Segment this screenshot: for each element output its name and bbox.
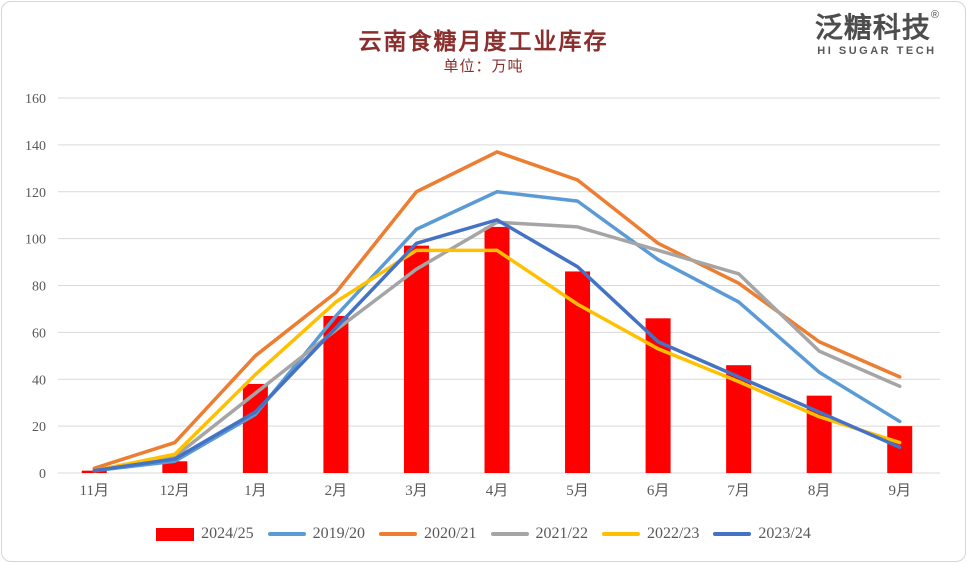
legend-item-2024/25: 2024/25 xyxy=(156,525,254,543)
y-tick-label: 20 xyxy=(32,420,46,435)
x-axis-label: 6月 xyxy=(647,483,670,499)
bar-2024/25 xyxy=(565,271,591,473)
legend-line-swatch-2019/20 xyxy=(267,532,306,536)
x-axis-label: 1月 xyxy=(244,483,267,499)
legend-line-swatch-2023/24 xyxy=(713,532,752,536)
bar-2024/25 xyxy=(323,315,349,473)
x-axis-label: 7月 xyxy=(727,483,750,499)
y-tick-label: 0 xyxy=(39,467,46,482)
x-axis-label: 4月 xyxy=(486,483,509,499)
legend-item-2022/23: 2022/23 xyxy=(601,525,700,543)
y-tick-label: 100 xyxy=(25,233,46,248)
y-tick-label: 80 xyxy=(32,280,46,295)
bar-2024/25 xyxy=(484,226,510,473)
legend-item-2019/20: 2019/20 xyxy=(267,525,366,543)
line-2021/22 xyxy=(92,220,902,473)
line-2019/20 xyxy=(92,190,902,473)
chart-title: 云南食糖月度工业库存 xyxy=(358,29,609,54)
legend-label: 2021/22 xyxy=(535,525,588,542)
legend-bar-swatch-2024/25 xyxy=(156,527,195,541)
x-axis-label: 9月 xyxy=(888,483,911,499)
legend-line-swatch-2021/22 xyxy=(490,532,529,536)
y-tick-label: 40 xyxy=(32,373,46,388)
x-axis-label: 3月 xyxy=(405,483,428,499)
legend-label: 2019/20 xyxy=(312,525,366,542)
bar-2024/25 xyxy=(403,245,429,473)
legend-line-swatch-2022/23 xyxy=(601,532,640,536)
legend-label: 2020/21 xyxy=(424,525,477,542)
line-2022/23 xyxy=(92,248,902,473)
legend-label: 2023/24 xyxy=(758,525,811,542)
legend-label: 2024/25 xyxy=(201,525,254,542)
hi-sugar-tech-logo: 泛糖科技® HI SUGAR TECH xyxy=(814,10,939,57)
x-axis-label: 8月 xyxy=(808,483,831,499)
legend-item-2021/22: 2021/22 xyxy=(490,525,588,543)
bar-2024/25 xyxy=(242,383,268,473)
x-axis-label: 5月 xyxy=(566,483,589,499)
registered-trademark-icon: ® xyxy=(930,9,939,21)
x-axis-label: 11月 xyxy=(80,483,109,499)
y-tick-label: 140 xyxy=(25,139,46,154)
y-tick-label: 120 xyxy=(25,186,46,201)
bar-2024/25 xyxy=(887,426,913,473)
legend-label: 2022/23 xyxy=(646,525,700,542)
legend-item-2023/24: 2023/24 xyxy=(713,525,811,543)
logo-chinese-text: 泛糖科技 xyxy=(814,12,931,43)
chart-subtitle-unit: 单位：万吨 xyxy=(443,59,524,75)
y-tick-label: 60 xyxy=(32,326,46,341)
chart-legend: 2024/25 2019/20 2020/21 2021/22 2022/23 2023/… xyxy=(2,525,965,543)
bar-2024/25 xyxy=(162,461,188,473)
legend-line-swatch-2020/21 xyxy=(379,532,418,536)
logo-english-text: HI SUGAR TECH xyxy=(817,45,937,57)
x-axis-label: 2月 xyxy=(325,483,348,499)
x-axis-label: 12月 xyxy=(160,483,190,499)
y-tick-label: 160 xyxy=(25,92,46,107)
line-2023/24 xyxy=(92,218,902,473)
legend-item-2020/21: 2020/21 xyxy=(379,525,477,543)
line-2020/21 xyxy=(92,150,902,471)
